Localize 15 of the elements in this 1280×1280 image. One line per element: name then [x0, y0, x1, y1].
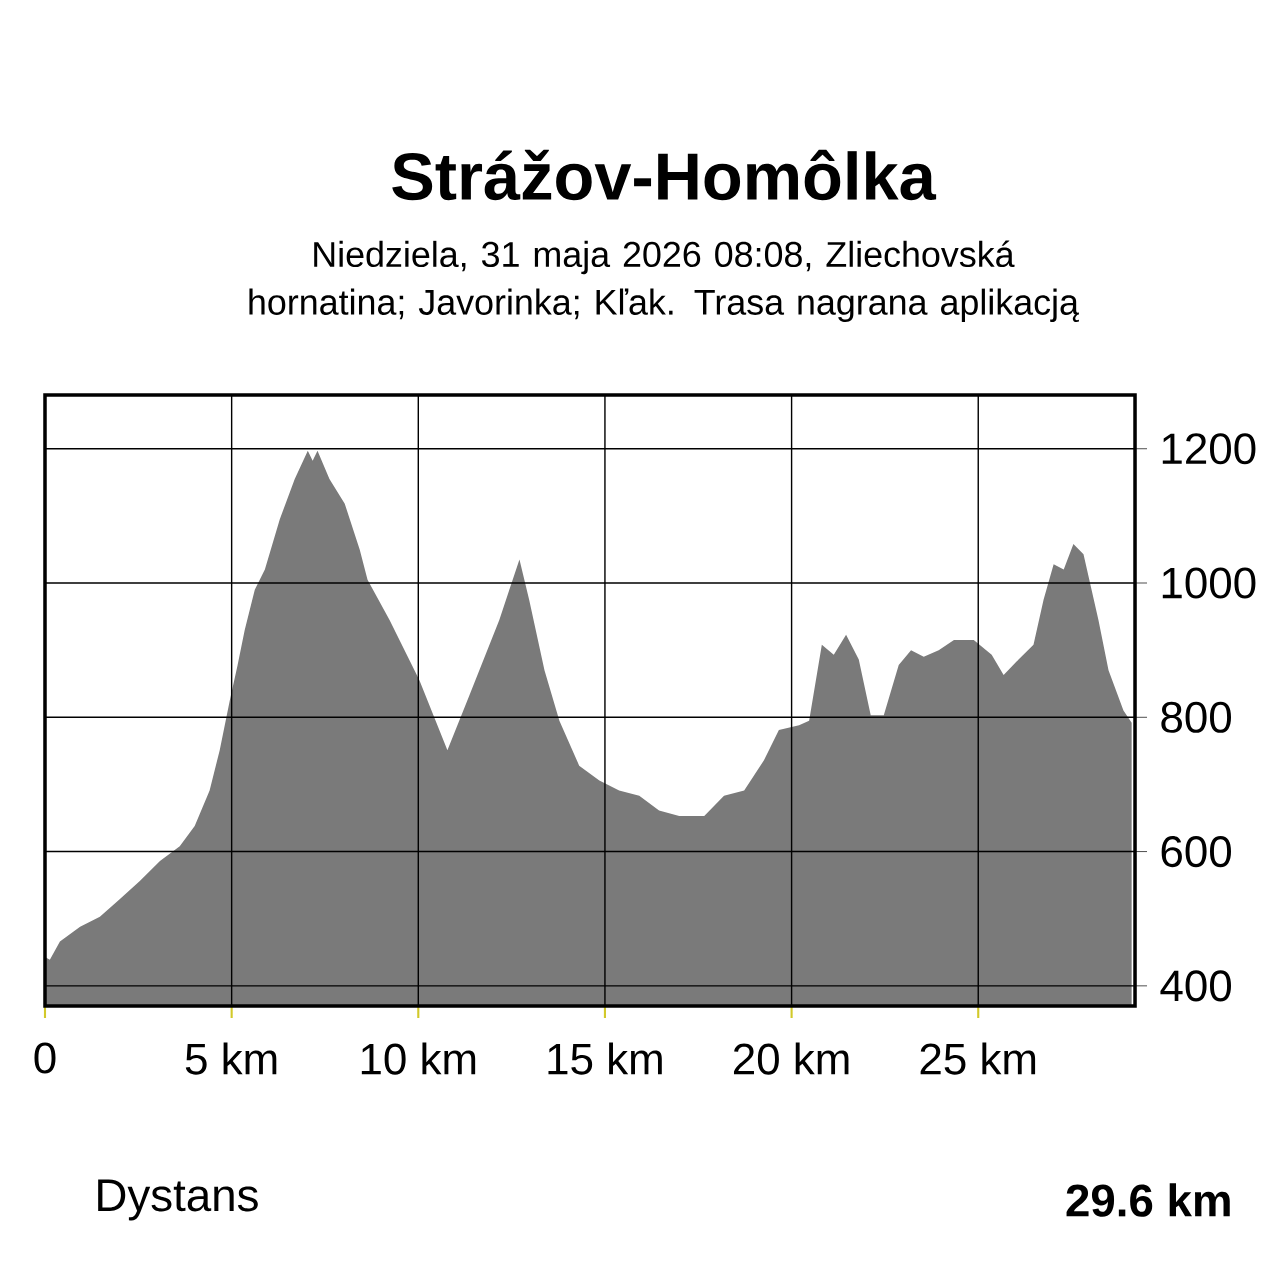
y-tick-label: 1000 — [1162, 567, 1256, 599]
x-tick-label: 15 km — [548, 1042, 662, 1075]
x-tick-label: 0 — [34, 1042, 56, 1074]
text: Dystans — [98, 1179, 258, 1221]
y-tick-label: 800 — [1161, 701, 1231, 733]
text: 29.6 km — [1066, 1183, 1230, 1217]
chart-title: Strážov-Homôlka — [392, 149, 937, 201]
y-tick-label: 1200 — [1162, 433, 1256, 465]
x-tick-label: 10 km — [361, 1042, 476, 1075]
x-tick-label: 20 km — [733, 1042, 849, 1075]
chart-subtitle: Niedziela, 31 maja 2026 08:08, Zliechovská hornatina; Javorinka; Kľak. Trasa nagrana aplikacją — [249, 240, 1079, 323]
x-tick-label: 5 km — [185, 1042, 277, 1075]
y-tick-label: 400 — [1160, 970, 1231, 1002]
y-tick-label: 600 — [1161, 836, 1231, 868]
x-tick-label: 25 km — [920, 1042, 1036, 1075]
